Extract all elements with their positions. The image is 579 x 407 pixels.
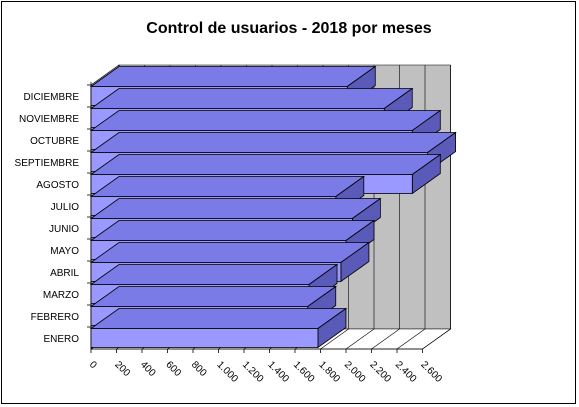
bar-top-face xyxy=(89,132,457,153)
x-tick-label: 2.000 xyxy=(342,359,368,385)
bar-top-face xyxy=(89,264,339,285)
bar-top-face xyxy=(89,154,442,175)
bar-top-face xyxy=(89,176,366,197)
category-label: FEBRERO xyxy=(31,312,80,323)
bar-top-face xyxy=(89,286,337,307)
category-label: OCTUBRE xyxy=(30,136,79,147)
x-tick-label: 200 xyxy=(112,359,132,379)
category-label: MARZO xyxy=(43,290,79,301)
x-tick-label: 1.800 xyxy=(316,359,342,385)
floor-gridline xyxy=(422,328,451,350)
x-tick-label: 1.200 xyxy=(240,359,266,385)
bars xyxy=(89,65,457,349)
bar-front-face xyxy=(90,328,319,348)
category-labels: ENERO FEBRERO MARZO ABRIL MAYO JUNIO JULIO AGOS… xyxy=(15,84,91,345)
x-tick-label: 2.600 xyxy=(418,359,444,385)
bar-top-face xyxy=(89,110,442,131)
x-tick-label: 1.600 xyxy=(291,359,317,385)
bar-top-face xyxy=(89,88,414,109)
category-label: ABRIL xyxy=(50,268,79,279)
x-tick-label: 600 xyxy=(163,359,183,379)
x-axis-ticks: 0 200 400 600 800 1.000 1.200 1.400 1.600 1.800 2.… xyxy=(87,349,444,385)
category-label: DICIEMBRE xyxy=(23,92,79,103)
x-tick-label: 1.400 xyxy=(265,359,291,385)
bar-enero xyxy=(89,307,348,349)
category-label: SEPTIEMBRE xyxy=(15,158,80,169)
category-label: JULIO xyxy=(51,202,80,213)
bar-top-face xyxy=(89,220,376,241)
category-label: AGOSTO xyxy=(36,180,79,191)
bar-top-face xyxy=(89,242,371,263)
category-label: JUNIO xyxy=(49,224,79,235)
category-label: ENERO xyxy=(43,334,79,345)
x-tick-label: 2.400 xyxy=(393,359,419,385)
x-tick-label: 2.200 xyxy=(367,359,393,385)
x-tick-label: 400 xyxy=(138,359,158,379)
x-tick-label: 800 xyxy=(189,359,209,379)
floor-gridline xyxy=(371,328,400,350)
chart-title: Control de usuarios - 2018 por meses xyxy=(146,20,432,37)
floor-gridline xyxy=(345,328,375,350)
category-label: NOVIEMBRE xyxy=(19,114,79,125)
x-tick-label: 1.000 xyxy=(214,359,240,385)
bar-top-face xyxy=(89,308,348,329)
bar-top-face xyxy=(89,66,377,87)
floor-gridline xyxy=(320,328,349,350)
category-label: MAYO xyxy=(50,246,79,257)
floor-gridline xyxy=(396,328,426,350)
x-tick-label: 0 xyxy=(87,359,99,371)
bar-top-face xyxy=(89,198,382,219)
